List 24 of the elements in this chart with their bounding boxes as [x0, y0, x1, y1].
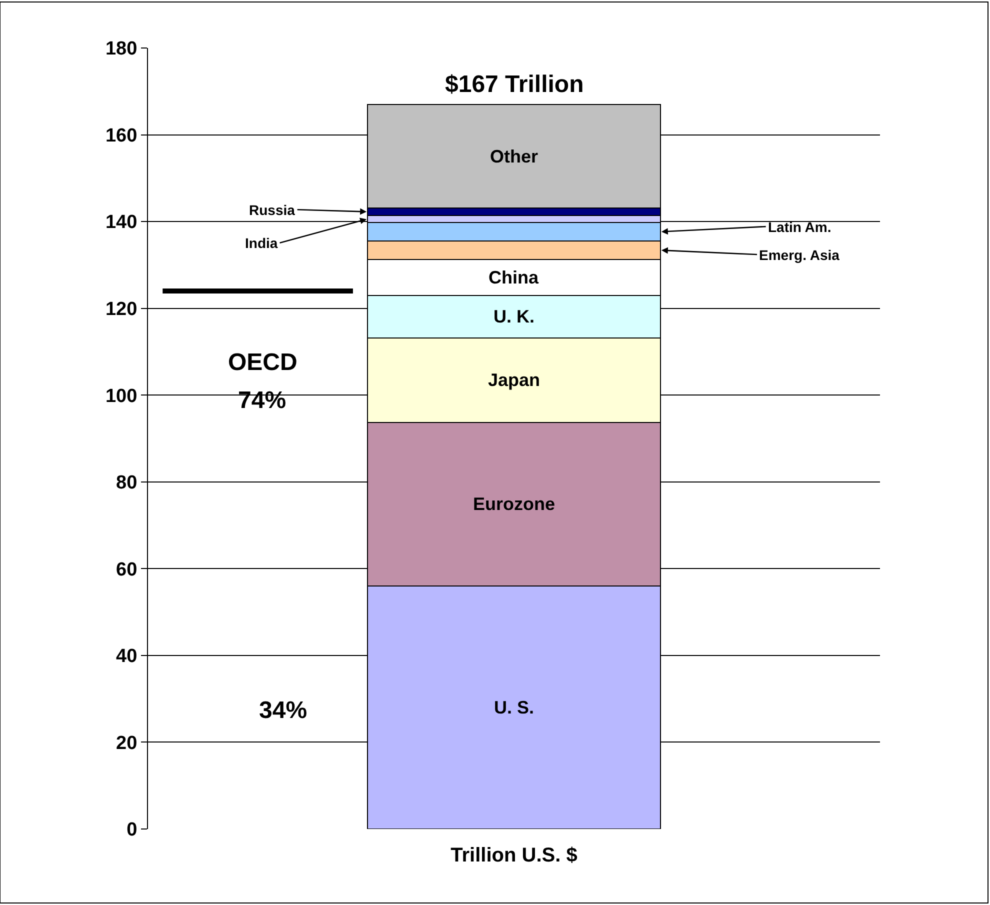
y-tick-label: 100	[105, 386, 138, 407]
series-label: Japan	[488, 370, 540, 390]
annotation: 34%	[259, 697, 308, 724]
series-label: Other	[490, 146, 538, 166]
total-label: $167 Trillion	[445, 71, 584, 98]
y-tick-label: 180	[105, 38, 138, 60]
series-label: China	[488, 267, 540, 288]
y-tick-label: 80	[116, 472, 138, 494]
text: Latin Am.	[768, 219, 832, 235]
text: India	[245, 235, 278, 251]
x-axis-title: Trillion U.S. $	[450, 844, 578, 866]
y-tick-label: 0	[126, 820, 138, 841]
text: Emerg. Asia	[759, 247, 840, 263]
series-label: U. S.	[494, 698, 534, 718]
y-tick-label: 20	[116, 732, 138, 754]
series-label: Eurozone	[472, 494, 556, 514]
y-tick-label: 60	[116, 559, 138, 580]
annotation: OECD	[228, 349, 298, 376]
y-tick-label: 40	[116, 646, 138, 668]
y-tick-label: 140	[105, 212, 138, 234]
y-tick-label: 120	[105, 298, 138, 320]
y-tick-label: 160	[105, 125, 138, 146]
series-label: U. K.	[493, 306, 535, 327]
text: Russia	[249, 202, 296, 218]
